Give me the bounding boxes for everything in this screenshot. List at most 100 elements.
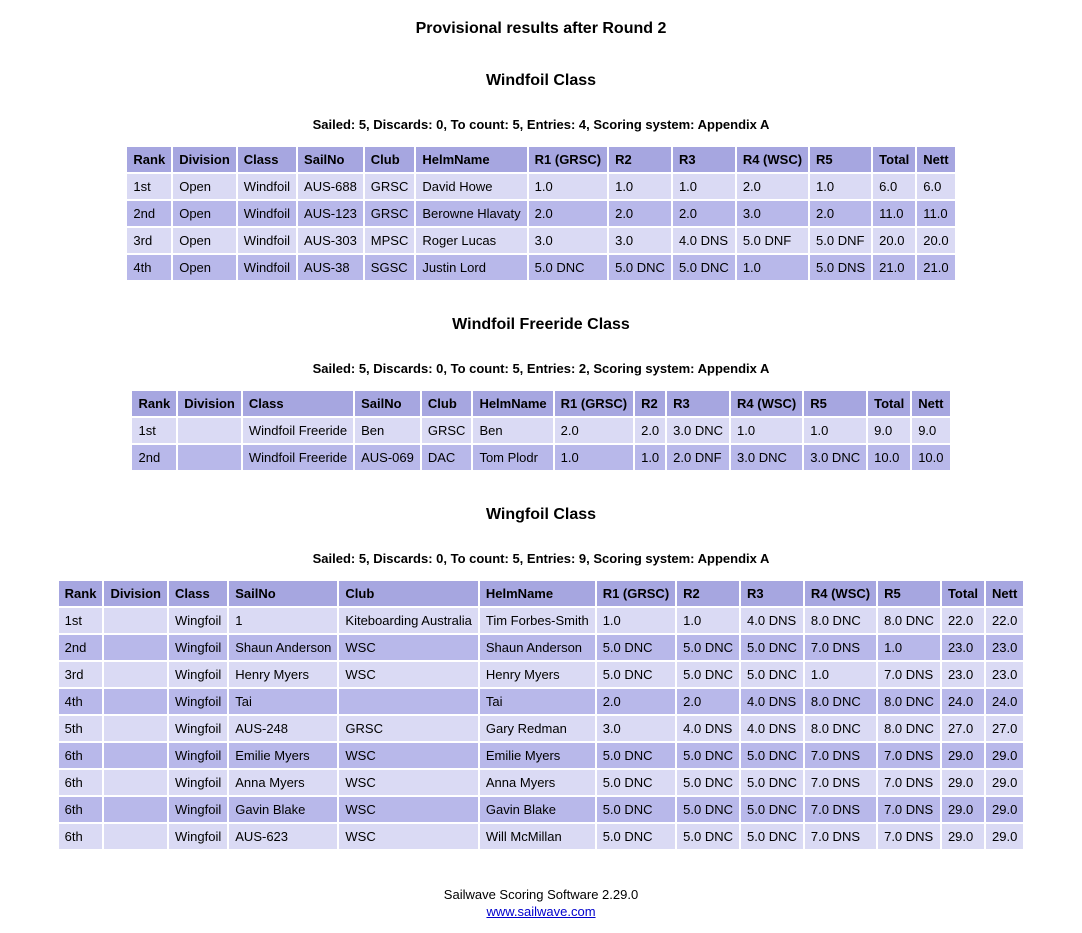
result-cell: 5.0 DNC (677, 743, 740, 768)
result-cell: AUS-38 (298, 255, 363, 280)
result-cell: 1.0 (804, 418, 867, 443)
column-header: HelmName (473, 391, 553, 416)
result-cell: 20.0 (917, 228, 955, 253)
result-cell (104, 635, 168, 660)
header-row: Rank Division Class SailNo Club HelmName R1 (G… (127, 147, 955, 172)
result-cell: Open (173, 201, 236, 226)
result-cell: Will McMillan (479, 824, 595, 849)
result-cell: 6th (58, 770, 103, 795)
result-cell (104, 797, 168, 822)
result-cell: 8.0 DNC (878, 608, 940, 633)
result-cell: Wingfoil (169, 689, 228, 714)
result-cell: SGSC (364, 255, 415, 280)
result-cell: 1 (229, 608, 338, 633)
result-cell: 22.0 (986, 608, 1024, 633)
result-cell: 29.0 (986, 797, 1024, 822)
result-cell: WSC (339, 824, 478, 849)
result-cell: Roger Lucas (416, 228, 527, 253)
result-cell: 3.0 DNC (804, 445, 867, 470)
result-cell: 24.0 (941, 689, 985, 714)
result-cell: GRSC (364, 201, 415, 226)
result-cell: 7.0 DNS (804, 635, 877, 660)
result-cell: 27.0 (941, 716, 985, 741)
result-cell: 5.0 DNC (596, 824, 676, 849)
result-cell: 5.0 DNC (596, 662, 676, 687)
result-cell: 4.0 DNS (741, 716, 803, 741)
result-cell: 7.0 DNS (804, 797, 877, 822)
column-header: Total (873, 147, 916, 172)
result-cell: 5.0 DNC (741, 797, 803, 822)
result-cell: 29.0 (986, 743, 1024, 768)
result-cell: 21.0 (873, 255, 916, 280)
result-cell: AUS-623 (229, 824, 338, 849)
result-cell: 5.0 DNC (741, 662, 803, 687)
result-cell: Gary Redman (479, 716, 595, 741)
result-cell: 3.0 DNC (667, 418, 730, 443)
result-cell: 5.0 DNC (741, 770, 803, 795)
result-cell: 5.0 DNC (609, 255, 671, 280)
column-header: Division (178, 391, 241, 416)
results-table-windfoil-freeride: Rank Division Class SailNo Club HelmName R1 (G… (130, 389, 951, 472)
column-header: Club (364, 147, 415, 172)
result-cell: Kiteboarding Australia (339, 608, 478, 633)
class-heading: Wingfoil Class (485, 506, 597, 523)
result-cell: 7.0 DNS (804, 824, 877, 849)
column-header: R5 (878, 581, 940, 606)
result-cell: 29.0 (941, 743, 985, 768)
result-cell: 7.0 DNS (804, 770, 877, 795)
result-cell: Anna Myers (479, 770, 595, 795)
result-row: 5th Wingfoil AUS-248 GRSC Gary Redman 3.0 4.0 … (58, 716, 1024, 741)
result-cell: 2.0 DNF (667, 445, 730, 470)
result-cell: 23.0 (986, 662, 1024, 687)
result-cell: 2.0 (810, 201, 872, 226)
result-cell: 27.0 (986, 716, 1024, 741)
series-summary: Sailed: 5, Discards: 0, To count: 5, Ent… (312, 117, 770, 132)
column-header: Total (941, 581, 985, 606)
result-cell: 5.0 DNC (596, 797, 676, 822)
result-cell: Windfoil (237, 255, 297, 280)
result-cell: 29.0 (941, 770, 985, 795)
class-heading: Windfoil Class (485, 72, 597, 89)
result-cell: 7.0 DNS (878, 824, 940, 849)
result-row: 3rd Wingfoil Henry Myers WSC Henry Myers 5.0 … (58, 662, 1024, 687)
result-cell: David Howe (416, 174, 527, 199)
column-header: Class (242, 391, 354, 416)
result-cell: 5.0 DNC (677, 662, 740, 687)
result-cell: 2.0 (528, 201, 608, 226)
result-cell: 1.0 (804, 662, 877, 687)
column-header: Rank (58, 581, 103, 606)
result-cell: MPSC (364, 228, 415, 253)
header-row: Rank Division Class SailNo Club HelmName R1 (G… (58, 581, 1024, 606)
sailwave-link[interactable]: www.sailwave.com (486, 904, 596, 919)
result-cell: 4.0 DNS (741, 608, 803, 633)
result-cell: Anna Myers (229, 770, 338, 795)
result-cell: 5.0 DNC (677, 797, 740, 822)
result-row: 2nd Windfoil Freeride AUS-069 DAC Tom Plodr 1… (132, 445, 950, 470)
column-header: SailNo (229, 581, 338, 606)
result-cell: Shaun Anderson (229, 635, 338, 660)
result-cell: Wingfoil (169, 770, 228, 795)
column-header: R3 (741, 581, 803, 606)
result-cell: 8.0 DNC (804, 716, 877, 741)
result-cell: 8.0 DNC (878, 716, 940, 741)
result-cell: 2.0 (635, 418, 666, 443)
result-cell: 8.0 DNC (804, 689, 877, 714)
column-header: Division (104, 581, 168, 606)
result-cell: 5.0 DNS (810, 255, 872, 280)
result-cell: Open (173, 174, 236, 199)
result-cell: AUS-688 (298, 174, 363, 199)
result-cell: 5.0 DNC (741, 635, 803, 660)
result-cell: WSC (339, 635, 478, 660)
result-cell: Gavin Blake (229, 797, 338, 822)
result-cell: 5.0 DNC (596, 743, 676, 768)
column-header: R3 (667, 391, 730, 416)
result-cell: 1st (132, 418, 177, 443)
result-cell: GRSC (421, 418, 472, 443)
result-cell: 2.0 (554, 418, 634, 443)
column-header: Nett (912, 391, 950, 416)
result-cell: GRSC (339, 716, 478, 741)
result-cell: Wingfoil (169, 824, 228, 849)
result-cell: 2nd (127, 201, 172, 226)
result-row: 6th Wingfoil Anna Myers WSC Anna Myers 5.0 DN… (58, 770, 1024, 795)
